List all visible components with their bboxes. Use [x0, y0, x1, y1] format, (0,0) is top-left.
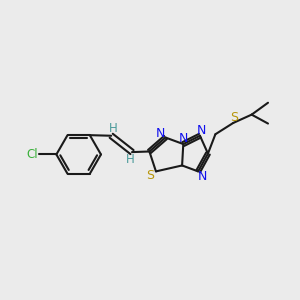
Text: H: H	[109, 122, 118, 135]
Text: N: N	[178, 132, 188, 145]
Text: S: S	[230, 110, 238, 124]
Text: H: H	[126, 153, 135, 166]
Text: N: N	[197, 124, 206, 137]
Text: N: N	[198, 170, 208, 183]
Text: Cl: Cl	[27, 148, 38, 161]
Text: N: N	[155, 128, 165, 140]
Text: S: S	[147, 169, 154, 182]
